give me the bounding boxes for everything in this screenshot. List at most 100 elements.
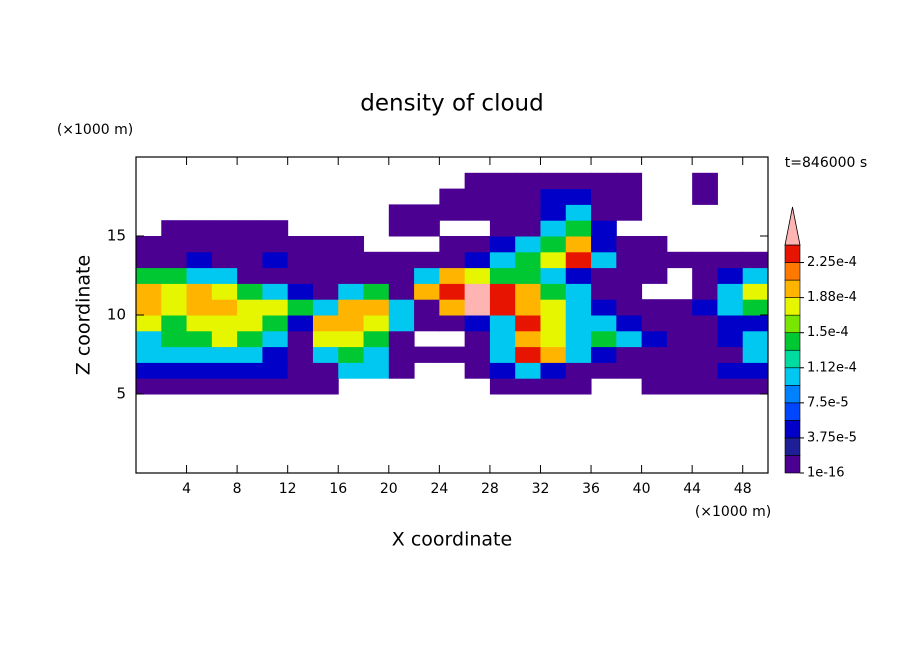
cell bbox=[692, 362, 718, 379]
cell bbox=[388, 251, 415, 269]
colorbar-tick-label: 1.12e-4 bbox=[807, 360, 857, 375]
cell bbox=[186, 378, 213, 395]
cell bbox=[565, 188, 592, 205]
y-unit: (×1000 m) bbox=[57, 122, 133, 138]
cell bbox=[262, 315, 289, 332]
cell bbox=[489, 267, 516, 284]
cell bbox=[616, 362, 643, 379]
y-axis-label: Z coordinate bbox=[73, 255, 95, 375]
cell bbox=[641, 251, 668, 269]
cell bbox=[464, 283, 491, 300]
time-label: t=846000 s bbox=[785, 155, 867, 171]
cell bbox=[186, 283, 213, 300]
cell bbox=[464, 362, 491, 379]
cell bbox=[464, 188, 491, 205]
cell bbox=[388, 267, 415, 284]
cell bbox=[338, 236, 365, 253]
cell bbox=[540, 330, 567, 348]
cell bbox=[439, 346, 466, 363]
cell bbox=[136, 330, 162, 348]
cell bbox=[439, 236, 466, 253]
cell bbox=[489, 299, 516, 316]
cell bbox=[136, 251, 162, 269]
cell bbox=[464, 315, 491, 332]
cell bbox=[565, 346, 592, 363]
cell bbox=[540, 362, 567, 379]
colorbar-band bbox=[784, 297, 801, 316]
cell bbox=[515, 330, 541, 348]
cell bbox=[717, 346, 744, 363]
cell bbox=[287, 236, 314, 253]
cell bbox=[161, 299, 188, 316]
cell bbox=[666, 346, 693, 363]
cell bbox=[515, 299, 541, 316]
cell bbox=[161, 220, 188, 237]
cell bbox=[338, 283, 365, 300]
cell bbox=[136, 299, 162, 316]
cell bbox=[515, 267, 541, 284]
cell bbox=[717, 267, 744, 284]
cell bbox=[641, 299, 668, 316]
cell bbox=[641, 378, 668, 395]
x-tick-label: 44 bbox=[683, 481, 701, 497]
cell bbox=[186, 236, 213, 253]
cell bbox=[388, 204, 415, 221]
colorbar-band bbox=[784, 332, 801, 351]
cell bbox=[464, 204, 491, 221]
cell bbox=[565, 172, 592, 190]
cell bbox=[616, 172, 643, 190]
cell bbox=[616, 236, 643, 253]
cell bbox=[515, 204, 541, 221]
cell bbox=[312, 267, 339, 284]
cell bbox=[489, 378, 516, 395]
cell bbox=[565, 283, 592, 300]
cell bbox=[439, 188, 466, 205]
cell bbox=[565, 251, 592, 269]
cell bbox=[742, 378, 769, 395]
cell bbox=[414, 346, 440, 363]
cell bbox=[616, 346, 643, 363]
cell bbox=[591, 283, 617, 300]
cell bbox=[312, 346, 339, 363]
cell bbox=[186, 346, 213, 363]
colorbar-band bbox=[784, 385, 801, 404]
cell bbox=[287, 378, 314, 395]
cell bbox=[237, 330, 263, 348]
cell bbox=[666, 251, 693, 269]
x-axis-label: X coordinate bbox=[392, 529, 512, 551]
cell bbox=[616, 283, 643, 300]
cell bbox=[161, 346, 188, 363]
cell bbox=[414, 283, 440, 300]
cell bbox=[464, 346, 491, 363]
colorbar-band bbox=[784, 402, 801, 421]
cell bbox=[540, 346, 567, 363]
cell bbox=[312, 299, 339, 316]
cell bbox=[641, 236, 668, 253]
cell bbox=[641, 315, 668, 332]
cell bbox=[692, 315, 718, 332]
cell bbox=[363, 315, 390, 332]
cell bbox=[262, 299, 289, 316]
cell bbox=[742, 315, 769, 332]
cell bbox=[515, 251, 541, 269]
colorbar-band bbox=[784, 455, 801, 474]
cell bbox=[161, 378, 188, 395]
x-tick-label: 8 bbox=[233, 481, 242, 497]
cell bbox=[237, 378, 263, 395]
colorbar-tick-label: 1e-16 bbox=[807, 466, 845, 481]
cell bbox=[136, 315, 162, 332]
cell bbox=[641, 346, 668, 363]
chart-title: density of cloud bbox=[360, 91, 543, 117]
cell bbox=[742, 330, 769, 348]
cell bbox=[540, 283, 567, 300]
cell bbox=[262, 378, 289, 395]
cell bbox=[489, 346, 516, 363]
cell bbox=[717, 315, 744, 332]
cell bbox=[591, 346, 617, 363]
cell bbox=[591, 299, 617, 316]
cell bbox=[717, 251, 744, 269]
cell bbox=[186, 299, 213, 316]
cell bbox=[540, 188, 567, 205]
cell bbox=[237, 220, 263, 237]
